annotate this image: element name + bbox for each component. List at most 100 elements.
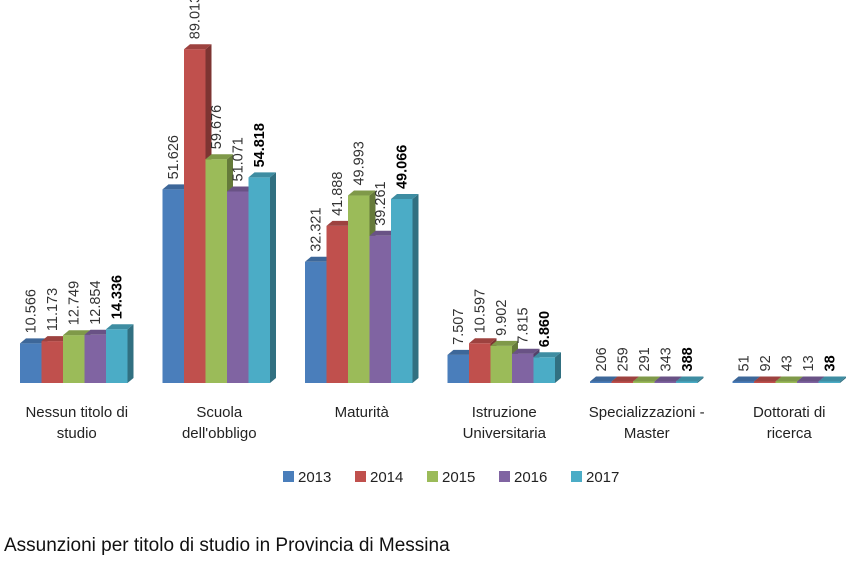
category-label: Dottorati di xyxy=(753,404,826,421)
bar-front xyxy=(63,335,85,383)
legend-label: 2014 xyxy=(370,469,403,486)
category-label: Nessun titolo di xyxy=(25,404,128,421)
bar-front xyxy=(676,381,698,383)
bar-front xyxy=(469,343,491,383)
data-label: 343 xyxy=(658,347,674,371)
data-label: 12.854 xyxy=(88,280,104,324)
data-label: 14.336 xyxy=(110,275,126,319)
legend-swatch xyxy=(283,471,294,482)
bar-front xyxy=(818,381,840,383)
legend-item-2014: 2014 xyxy=(355,469,403,486)
data-label: 388 xyxy=(680,347,696,371)
bar-top xyxy=(369,230,397,236)
bar-front xyxy=(754,381,776,383)
bar-2017-0 xyxy=(106,324,134,383)
bar-top xyxy=(305,256,333,262)
legend-item-2015: 2015 xyxy=(427,469,475,486)
data-label: 41.888 xyxy=(330,172,346,216)
data-label: 89.013 xyxy=(188,0,204,39)
bar-top xyxy=(20,338,48,344)
category-label: Scuola xyxy=(196,404,243,421)
bar-front xyxy=(533,357,555,383)
data-label: 10.566 xyxy=(24,289,40,333)
bar-front xyxy=(590,381,612,383)
bar-front xyxy=(20,343,42,383)
data-label: 49.993 xyxy=(352,141,368,185)
bar-top xyxy=(84,329,112,335)
data-label: 59.676 xyxy=(209,105,225,149)
bar-2017-3 xyxy=(533,352,561,383)
bar-top xyxy=(732,376,760,382)
bar-top xyxy=(676,376,704,382)
legend-swatch xyxy=(499,471,510,482)
data-label: 32.321 xyxy=(309,207,325,251)
category-labels-layer: Nessun titolo di studio Scuola dell'obbligo… xyxy=(25,404,825,442)
data-label: 7.815 xyxy=(516,307,532,343)
bar-front xyxy=(732,381,754,383)
legend-item-2017: 2017 xyxy=(571,469,619,486)
bar-top xyxy=(63,330,91,336)
category-label: Universitaria xyxy=(463,425,547,442)
bar-front xyxy=(162,189,184,383)
bar-2017-1 xyxy=(248,172,276,383)
bar-front xyxy=(205,159,227,383)
bar-front xyxy=(369,235,391,383)
bar-front xyxy=(106,329,128,383)
legend-label: 2016 xyxy=(514,469,547,486)
data-label: 11.173 xyxy=(45,288,61,331)
bar-front xyxy=(797,381,819,383)
bar-top xyxy=(754,376,782,382)
data-label: 38 xyxy=(822,355,838,371)
legend-label: 2017 xyxy=(586,469,619,486)
bar-side xyxy=(412,194,419,383)
data-label: 10.597 xyxy=(473,289,489,333)
bar-top xyxy=(490,340,518,346)
data-label: 54.818 xyxy=(252,123,268,167)
bar-top xyxy=(775,376,803,382)
legend-swatch xyxy=(427,471,438,482)
bar-front xyxy=(326,225,348,383)
bar-front xyxy=(512,353,534,383)
bar-top xyxy=(469,338,497,344)
bar-front xyxy=(633,381,655,383)
bar-top xyxy=(447,349,475,355)
data-label: 206 xyxy=(594,347,610,371)
bar-top xyxy=(106,324,134,330)
bar-top xyxy=(611,376,639,382)
category-label: ricerca xyxy=(767,425,813,442)
bar-front xyxy=(611,381,633,383)
bar-top xyxy=(162,184,190,190)
data-label: 12.749 xyxy=(67,281,83,325)
bar-front xyxy=(248,177,270,383)
bar-top xyxy=(326,220,354,226)
bar-side xyxy=(270,172,276,383)
data-label: 7.507 xyxy=(451,309,467,345)
legend: 2013 2014 2015 2016 2017 xyxy=(283,469,619,486)
category-label: studio xyxy=(57,425,97,442)
bar-top xyxy=(633,376,661,382)
bar-top xyxy=(590,376,618,382)
data-label: 259 xyxy=(615,347,631,371)
legend-label: 2013 xyxy=(298,469,331,486)
bar-top xyxy=(248,172,276,178)
bar-top xyxy=(184,44,212,50)
data-label: 49.066 xyxy=(395,145,411,189)
bar-top xyxy=(818,376,846,382)
bar-side xyxy=(697,376,704,383)
data-label: 51.626 xyxy=(166,135,182,179)
bar-top xyxy=(391,194,419,200)
bar-side xyxy=(127,324,134,383)
legend-item-2016: 2016 xyxy=(499,469,547,486)
data-label: 39.261 xyxy=(373,181,389,225)
legend-label: 2015 xyxy=(442,469,475,486)
bar-top xyxy=(533,352,561,358)
category-label: dell'obbligo xyxy=(182,425,257,442)
data-label: 291 xyxy=(637,347,653,371)
legend-item-2013: 2013 xyxy=(283,469,331,486)
category-label: Maturità xyxy=(335,404,390,421)
bar-front xyxy=(348,195,370,383)
legend-swatch xyxy=(355,471,366,482)
data-label: 51 xyxy=(736,355,752,371)
bar-front xyxy=(654,381,676,383)
category-label: Specializzazioni - xyxy=(589,404,705,421)
